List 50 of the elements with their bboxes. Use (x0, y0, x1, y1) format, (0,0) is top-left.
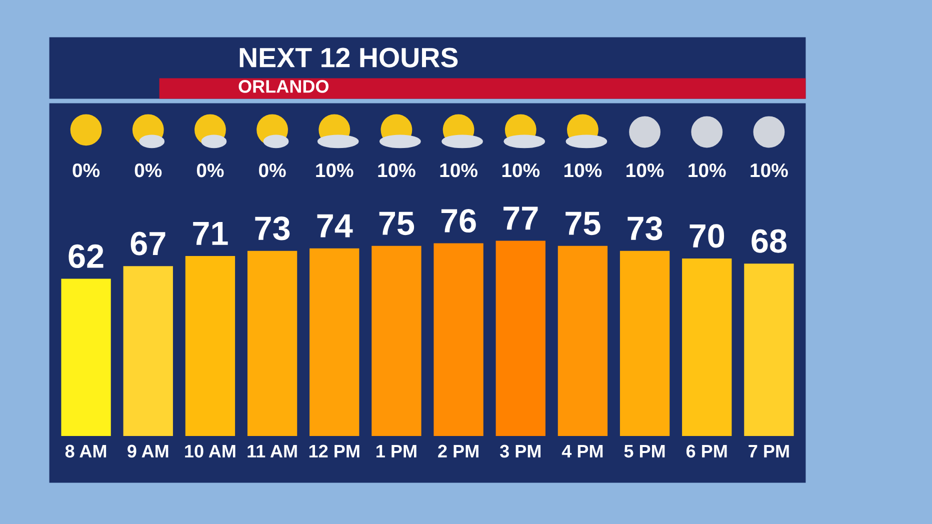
bar (744, 264, 794, 436)
text: 0% (72, 163, 100, 178)
data-label: 75 (379, 212, 414, 236)
data-label: 73 (255, 216, 290, 240)
data-label: 76 (441, 208, 476, 233)
data-label: 67 (130, 232, 166, 256)
data-label: 74 (317, 214, 353, 238)
text: 10% (378, 163, 416, 178)
bar (558, 246, 608, 436)
text: 0% (196, 163, 224, 178)
data-label: 68 (752, 229, 786, 253)
text: 10% (688, 163, 726, 178)
data-label: 77 (504, 206, 538, 230)
data-label: 70 (690, 224, 724, 248)
x-tick-label: 1 PM (376, 444, 416, 458)
x-tick-label: 12 PM (309, 444, 360, 458)
data-label: 71 (193, 222, 228, 245)
x-tick-label: 4 PM (562, 444, 603, 458)
bar (185, 256, 236, 436)
x-tick-label: 3 PM (500, 444, 540, 458)
text: 0% (134, 163, 162, 178)
x-tick-label: 5 PM (624, 444, 665, 458)
text: 0% (259, 163, 286, 178)
bar (310, 248, 360, 436)
x-tick-label: 8 AM (65, 444, 106, 458)
bar (682, 258, 732, 436)
bar (620, 250, 670, 436)
bar (247, 250, 298, 436)
text: 10% (564, 163, 602, 178)
text: 10% (626, 163, 664, 178)
chart-title: NEXT 12 HOURS (240, 48, 458, 68)
data-label: 73 (628, 216, 662, 240)
bar (372, 246, 422, 436)
text: 10% (316, 163, 354, 178)
x-tick-label: 11 AM (248, 444, 297, 458)
chart-subtitle: ORLANDO (238, 80, 329, 93)
data-label: 75 (566, 212, 600, 236)
x-tick-label: 10 AM (185, 444, 236, 458)
x-tick-label: 2 PM (438, 444, 478, 458)
x-tick-label: 7 PM (748, 444, 789, 458)
data-label: 62 (68, 244, 104, 268)
x-tick-label: 6 PM (686, 444, 727, 458)
text: 10% (750, 163, 788, 178)
bar (434, 243, 484, 436)
bar (123, 266, 173, 436)
text: 10% (440, 163, 478, 178)
bar (496, 240, 546, 436)
x-tick-label: 9 AM (128, 444, 168, 458)
text: 10% (502, 163, 540, 178)
bar (61, 278, 111, 436)
